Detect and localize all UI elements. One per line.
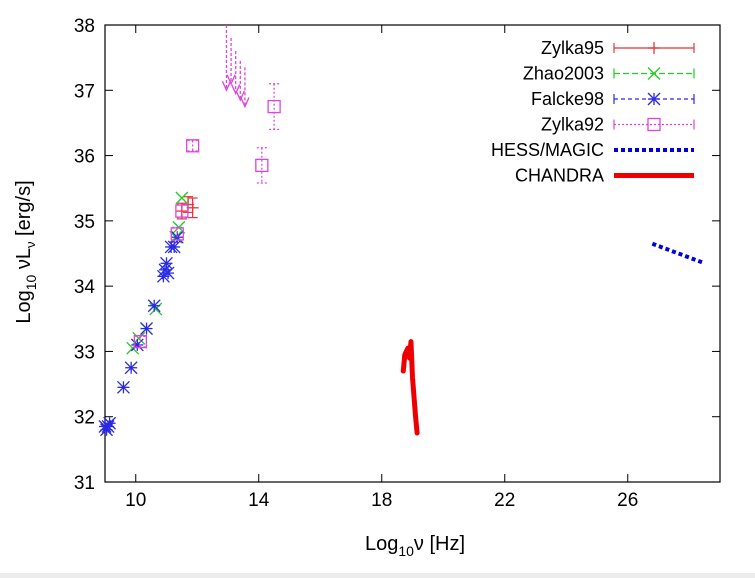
- upper-limit-arrowhead: [226, 74, 236, 86]
- series-line-chandra: [400, 339, 420, 436]
- data-point-zylka92: [170, 227, 184, 241]
- series-hess-magic: [651, 241, 706, 266]
- legend-label: Zhao2003: [523, 64, 604, 84]
- series-falcke98: [98, 230, 184, 437]
- data-point-falcke98: [130, 338, 144, 352]
- data-point-zylka95: [186, 201, 199, 214]
- data-point-falcke98: [140, 322, 153, 336]
- axis-ticks: 10 14 18 22 26 31 32 33 34 35 36 37 38: [74, 16, 720, 511]
- x-tick-label: 10: [125, 490, 146, 511]
- series-chandra: [400, 339, 420, 436]
- data-point-zylka92: [175, 204, 189, 218]
- legend-label: Falcke98: [531, 89, 604, 109]
- data-point-falcke98: [147, 299, 161, 313]
- data-point-falcke98: [103, 416, 117, 430]
- legend-marker: [648, 42, 660, 54]
- plot-frame: [104, 24, 721, 483]
- data-point-zylka92: [185, 139, 200, 153]
- legend: Zylka95 Zhao2003 Falcke98 Zylka92 HESS/MAGIC…: [491, 38, 695, 186]
- legend-label: CHANDRA: [515, 166, 604, 186]
- data-point-zhao2003: [175, 191, 189, 205]
- axis-labels: Log10ν [Hz] Log10 νLν [erg/s]: [13, 180, 465, 559]
- legend-marker: [647, 117, 661, 132]
- data-point-falcke98: [167, 240, 181, 254]
- upper-limit-arrowhead: [240, 97, 250, 109]
- data-point-zhao2003: [149, 302, 163, 316]
- upper-limit-arrowhead: [235, 90, 245, 102]
- series-zylka92: [133, 25, 281, 349]
- y-tick-label: 34: [74, 277, 96, 298]
- data-point-falcke98: [124, 361, 138, 375]
- x-tick-label: 14: [248, 490, 270, 511]
- x-tick-label: 18: [371, 490, 392, 511]
- upper-limit-arrowhead: [231, 84, 241, 96]
- upper-limit-arrowhead: [221, 81, 232, 92]
- legend-entry-chandra: CHANDRA: [515, 166, 694, 186]
- data-point-zylka92: [255, 158, 269, 173]
- data-point-zylka92: [133, 334, 148, 349]
- legend-label: Zylka92: [541, 115, 604, 135]
- data-point-falcke98: [116, 380, 130, 394]
- data-point-zylka95: [175, 205, 188, 218]
- x-tick-label: 26: [617, 490, 638, 511]
- legend-entry-zylka92: Zylka92: [541, 115, 695, 135]
- legend-label: HESS/MAGIC: [491, 140, 604, 160]
- legend-entry-hess-magic: HESS/MAGIC: [491, 140, 694, 160]
- data-point-falcke98: [161, 266, 175, 280]
- legend-label: Zylka95: [541, 38, 604, 58]
- legend-marker: [647, 67, 661, 80]
- y-tick-label: 33: [74, 342, 95, 363]
- x-tick-label: 22: [494, 490, 515, 511]
- legend-entry-falcke98: Falcke98: [531, 89, 695, 109]
- series-line-hess-magic: [651, 241, 706, 266]
- data-point-zylka92: [267, 99, 281, 114]
- x-axis-label: Log10ν [Hz]: [365, 533, 465, 559]
- data-layer: [98, 25, 706, 437]
- y-tick-label: 38: [74, 16, 95, 37]
- y-axis-label: Log10 νLν [erg/s]: [13, 180, 39, 323]
- y-tick-label: 37: [74, 81, 95, 102]
- legend-entry-zylka95: Zylka95: [541, 38, 695, 58]
- legend-entry-zhao2003: Zhao2003: [523, 64, 695, 84]
- y-tick-label: 36: [74, 147, 95, 168]
- legend-marker: [647, 92, 661, 106]
- y-tick-label: 31: [74, 473, 95, 494]
- series-zhao2003: [126, 191, 189, 355]
- y-tick-label: 35: [74, 212, 95, 233]
- plot-border: [104, 24, 721, 483]
- y-tick-label: 32: [74, 408, 95, 429]
